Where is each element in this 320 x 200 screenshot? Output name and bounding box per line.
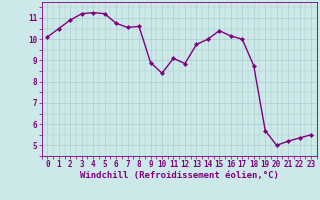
X-axis label: Windchill (Refroidissement éolien,°C): Windchill (Refroidissement éolien,°C) xyxy=(80,171,279,180)
